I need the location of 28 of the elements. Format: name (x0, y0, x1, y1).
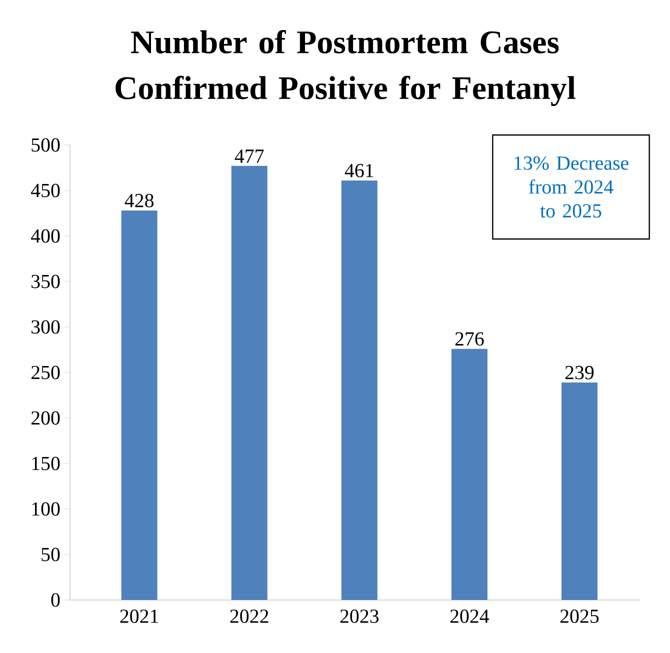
data-label: 461 (344, 164, 374, 178)
y-tick-label: 50 (42, 548, 60, 562)
y-tick-label: 300 (32, 320, 60, 334)
bar (341, 180, 378, 600)
x-tick-label: 2024 (450, 610, 490, 623)
y-tick-label: 400 (30, 229, 60, 243)
y-tick-label: 100 (32, 502, 60, 516)
y-tick-label: 250 (31, 366, 60, 380)
data-label: 276 (455, 332, 484, 346)
y-tick-label: 450 (30, 184, 60, 198)
y-tick-label: 0 (51, 593, 60, 607)
x-tick-label: 2023 (340, 610, 379, 623)
bar (121, 210, 158, 600)
data-label: 239 (565, 366, 594, 380)
x-tick-label: 2022 (230, 610, 268, 623)
bar (231, 166, 268, 600)
y-tick-label: 150 (32, 456, 60, 470)
bar (451, 348, 488, 600)
data-label: 477 (234, 150, 264, 163)
chart-title: Number of Postmortem Cases Confirmed Positive for Fentanyl (116, 30, 576, 106)
bar (561, 382, 598, 600)
x-tick-label: 2021 (120, 610, 158, 623)
x-tick-label: 2025 (560, 610, 599, 623)
y-tick-label: 350 (32, 274, 60, 288)
y-tick-label: 500 (32, 138, 60, 152)
y-tick-label: 200 (31, 411, 60, 425)
annotation: 13% Decrease from 2024 to 2025 (514, 156, 628, 218)
data-label: 428 (124, 194, 154, 208)
